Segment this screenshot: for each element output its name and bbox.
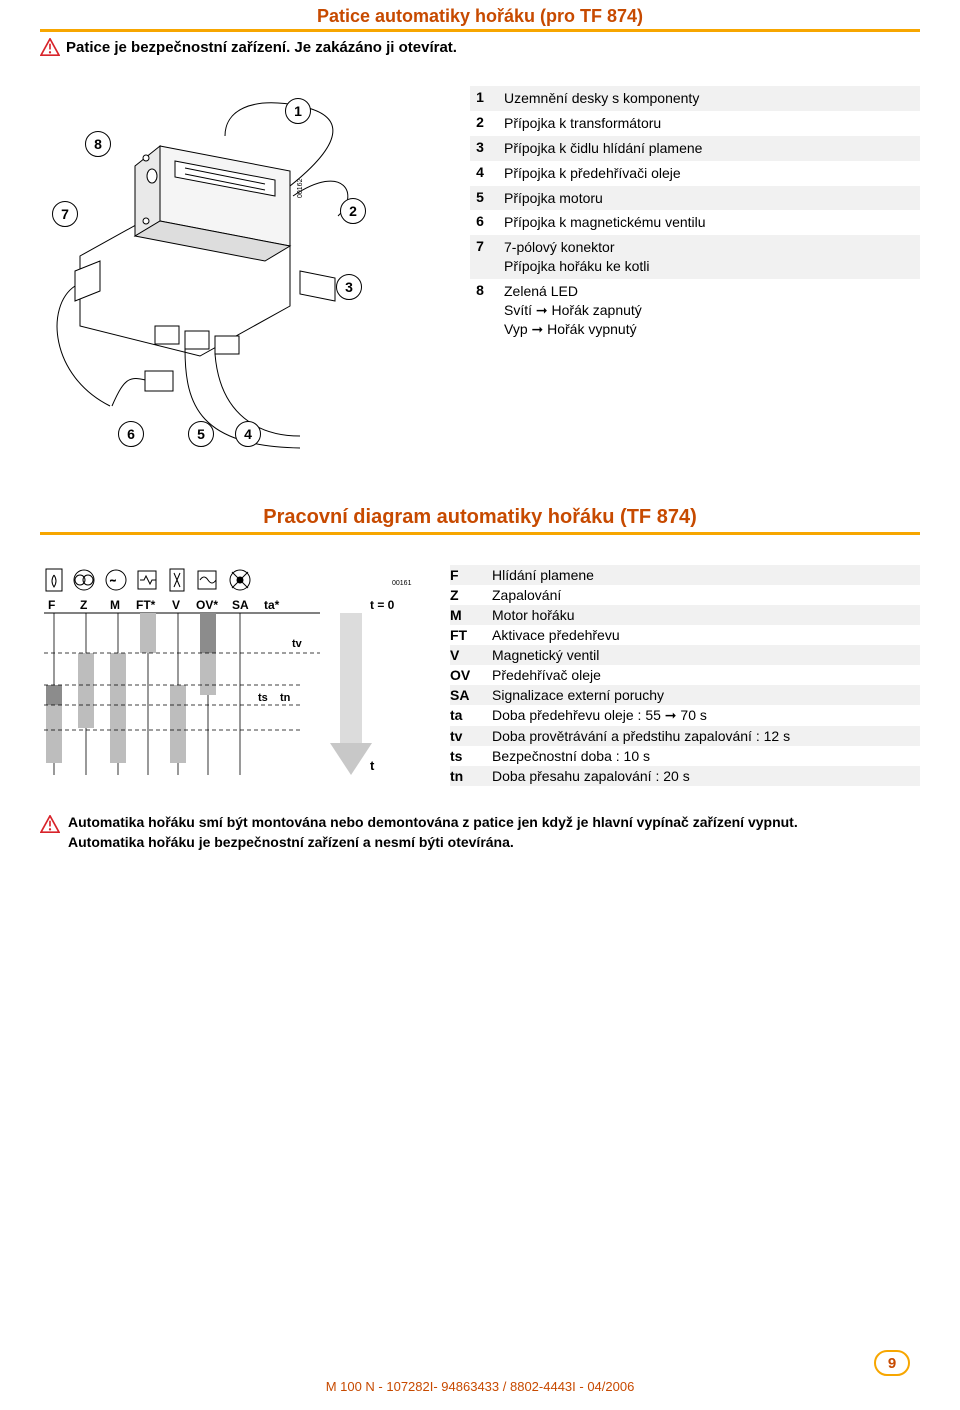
legend-row: 3Přípojka k čidlu hlídání plamene [470, 136, 920, 161]
legend-table: 1Uzemnění desky s komponenty 2Přípojka k… [470, 86, 920, 456]
signal-row: MMotor hořáku [450, 605, 920, 625]
page-number-badge: 9 [874, 1350, 910, 1376]
svg-text:ts: ts [258, 692, 268, 704]
svg-text:t = 0: t = 0 [370, 598, 395, 612]
legend-row: 8Zelená LED Svítí ➞ Hořák zapnutý Vyp ➞ … [470, 279, 920, 342]
signal-row: VMagnetický ventil [450, 645, 920, 665]
warning-1-text: Patice je bezpečnostní zařízení. Je zaká… [66, 39, 457, 56]
warning-1: Patice je bezpečnostní zařízení. Je zaká… [40, 38, 920, 56]
callout-4: 4 [235, 421, 261, 447]
svg-text:ta*: ta* [264, 598, 280, 612]
svg-text:V: V [172, 598, 180, 612]
warning-triangle-icon [40, 815, 60, 833]
device-diagram: 00162 1 2 3 4 5 6 7 8 [40, 76, 440, 456]
callout-5: 5 [188, 421, 214, 447]
callout-8: 8 [85, 131, 111, 157]
signal-row: tvDoba provětrávání a předstihu zapalová… [450, 726, 920, 746]
footer: M 100 N - 107282I- 94863433 / 8802-4443I… [0, 1378, 960, 1396]
timing-chart: ~ F Z M FT* V OV* SA ta* [40, 565, 420, 795]
svg-text:tn: tn [280, 692, 291, 704]
legend-row: 4Přípojka k předehřívači oleje [470, 161, 920, 186]
svg-text:~: ~ [110, 576, 116, 587]
svg-text:OV*: OV* [196, 598, 218, 612]
warning-2-text: Automatika hořáku smí být montována nebo… [68, 813, 798, 852]
svg-text:tv: tv [292, 638, 303, 650]
warning-triangle-icon [40, 38, 60, 56]
svg-text:M: M [110, 598, 120, 612]
signal-row: SASignalizace externí poruchy [450, 685, 920, 705]
warning-2: Automatika hořáku smí být montována nebo… [40, 813, 920, 852]
signal-row: FHlídání plamene [450, 565, 920, 585]
signal-row: FTAktivace předehřevu [450, 625, 920, 645]
signal-row: ZZapalování [450, 585, 920, 605]
legend-row: 2Přípojka k transformátoru [470, 111, 920, 136]
title-rule-1 [40, 29, 920, 32]
page-title-2: Pracovní diagram automatiky hořáku (TF 8… [40, 506, 920, 529]
timing-diagram: ~ F Z M FT* V OV* SA ta* [40, 565, 420, 795]
signal-row: taDoba předehřevu oleje : 55 ➞ 70 s [450, 705, 920, 726]
callout-2: 2 [340, 198, 366, 224]
svg-text:FT*: FT* [136, 598, 156, 612]
signal-row: tnDoba přesahu zapalování : 20 s [450, 766, 920, 786]
callout-3: 3 [336, 274, 362, 300]
svg-text:F: F [48, 598, 55, 612]
legend-row: 1Uzemnění desky s komponenty [470, 86, 920, 111]
signal-row: OVPředehřívač oleje [450, 665, 920, 685]
legend-row: 77-pólový konektor Přípojka hořáku ke ko… [470, 235, 920, 279]
svg-text:Z: Z [80, 598, 87, 612]
svg-text:00161: 00161 [392, 580, 412, 587]
title-rule-2 [40, 532, 920, 535]
section-device: 00162 1 2 3 4 5 6 7 8 1Uzemnění desky s … [40, 76, 920, 456]
legend-row: 6Přípojka k magnetickému ventilu [470, 210, 920, 235]
callout-7: 7 [52, 201, 78, 227]
signals-table: FHlídání plamene ZZapalování MMotor hořá… [450, 565, 920, 795]
svg-text:SA: SA [232, 598, 249, 612]
callout-1: 1 [285, 98, 311, 124]
footer-text: M 100 N - 107282I- 94863433 / 8802-4443I… [326, 1379, 635, 1394]
svg-text:00162: 00162 [297, 178, 304, 198]
page-title-1: Patice automatiky hořáku (pro TF 874) [40, 6, 920, 27]
callout-6: 6 [118, 421, 144, 447]
signal-row: tsBezpečnostní doba : 10 s [450, 746, 920, 766]
svg-text:t: t [370, 758, 375, 773]
legend-row: 5Přípojka motoru [470, 186, 920, 211]
section-timing: ~ F Z M FT* V OV* SA ta* [40, 565, 920, 795]
